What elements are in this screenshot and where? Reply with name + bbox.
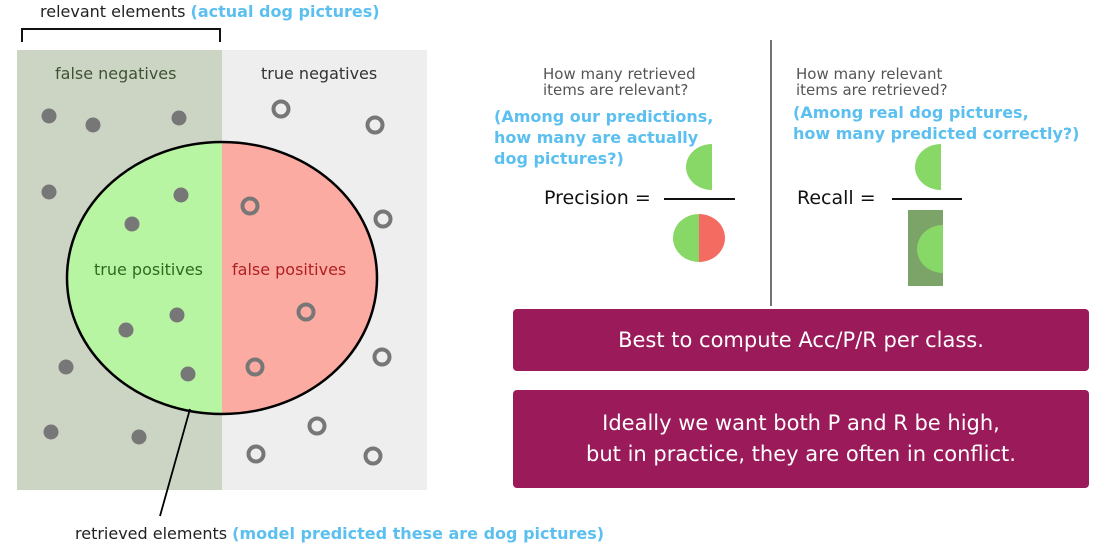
hollow-circle-icon — [373, 209, 393, 229]
retrieved-circle-outline — [65, 140, 379, 416]
filled-dot-icon — [169, 307, 185, 323]
recall-question-line2: items are retrieved? — [796, 81, 948, 99]
hollow-circle-icon — [372, 347, 392, 367]
filled-dot-icon — [58, 359, 74, 375]
hollow-circle-icon — [365, 115, 385, 135]
true-negatives-label: true negatives — [261, 64, 378, 83]
filled-dot-icon — [41, 108, 57, 124]
filled-dot-icon — [85, 117, 101, 133]
precision-question: How many retrieved items are relevant? — [543, 66, 743, 98]
filled-dot-icon — [124, 216, 140, 232]
relevant-label-text: relevant elements — [40, 2, 186, 21]
filled-dot-icon — [118, 322, 134, 338]
recall-note: (Among real dog pictures, how many predi… — [793, 102, 1093, 144]
precision-note-line2: how many are actually — [494, 128, 699, 147]
true-positive-area — [67, 142, 222, 414]
filled-dot-icon — [171, 110, 187, 126]
recall-question: How many relevant items are retrieved? — [796, 66, 996, 98]
recall-question-line1: How many relevant — [796, 65, 943, 83]
relevant-elements-label: relevant elements (actual dog pictures) — [40, 2, 380, 21]
false-positive-area — [222, 142, 377, 414]
retrieved-elements-label: retrieved elements (model predicted thes… — [75, 524, 604, 543]
hollow-circle-icon — [363, 446, 383, 466]
recall-formula-label: Recall = — [797, 187, 876, 209]
relevant-dots — [41, 108, 196, 445]
precision-numerator-half-circle — [686, 144, 712, 190]
recall-note-line2: how many predicted correctly?) — [793, 124, 1080, 143]
hollow-circle-icon — [307, 416, 327, 436]
retrieved-pointer-line — [159, 408, 191, 517]
hollow-circle-icon — [240, 196, 260, 216]
retrieved-label-text: retrieved elements — [75, 524, 228, 543]
precision-note-line3: dog pictures?) — [494, 149, 624, 168]
tradeoff-banner-line1: Ideally we want both P and R be high, — [602, 411, 1000, 435]
recall-denominator-half-circle — [917, 225, 943, 273]
false-positives-label: false positives — [232, 260, 347, 279]
precision-question-line1: How many retrieved — [543, 65, 696, 83]
filled-dot-icon — [180, 366, 196, 382]
tradeoff-banner: Ideally we want both P and R be high, bu… — [513, 390, 1089, 488]
filled-dot-icon — [41, 184, 57, 200]
retrieved-label-note: (model predicted these are dog pictures) — [232, 524, 605, 543]
recall-note-line1: (Among real dog pictures, — [793, 103, 1029, 122]
hollow-circle-icon — [246, 444, 266, 464]
per-class-banner-text: Best to compute Acc/P/R per class. — [618, 328, 984, 352]
hollow-circle-icon — [271, 99, 291, 119]
precision-formula-label: Precision = — [544, 187, 651, 209]
precision-denominator-red-half — [699, 214, 725, 262]
bracket-icon — [21, 28, 221, 42]
false-negatives-label: false negatives — [55, 64, 177, 83]
tradeoff-banner-line2: but in practice, they are often in confl… — [586, 442, 1016, 466]
precision-question-line2: items are relevant? — [543, 81, 689, 99]
precision-note: (Among our predictions, how many are act… — [494, 106, 724, 169]
precision-note-line1: (Among our predictions, — [494, 107, 714, 126]
hollow-circle-icon — [245, 357, 265, 377]
relevant-label-note: (actual dog pictures) — [190, 2, 380, 21]
per-class-banner: Best to compute Acc/P/R per class. — [513, 309, 1089, 371]
true-positives-label: true positives — [94, 260, 204, 279]
irrelevant-circles — [240, 99, 393, 466]
precision-denominator-green-half — [673, 214, 699, 262]
filled-dot-icon — [131, 429, 147, 445]
filled-dot-icon — [43, 424, 59, 440]
hollow-circle-icon — [296, 302, 316, 322]
recall-numerator-half-circle — [915, 144, 941, 190]
filled-dot-icon — [173, 187, 189, 203]
